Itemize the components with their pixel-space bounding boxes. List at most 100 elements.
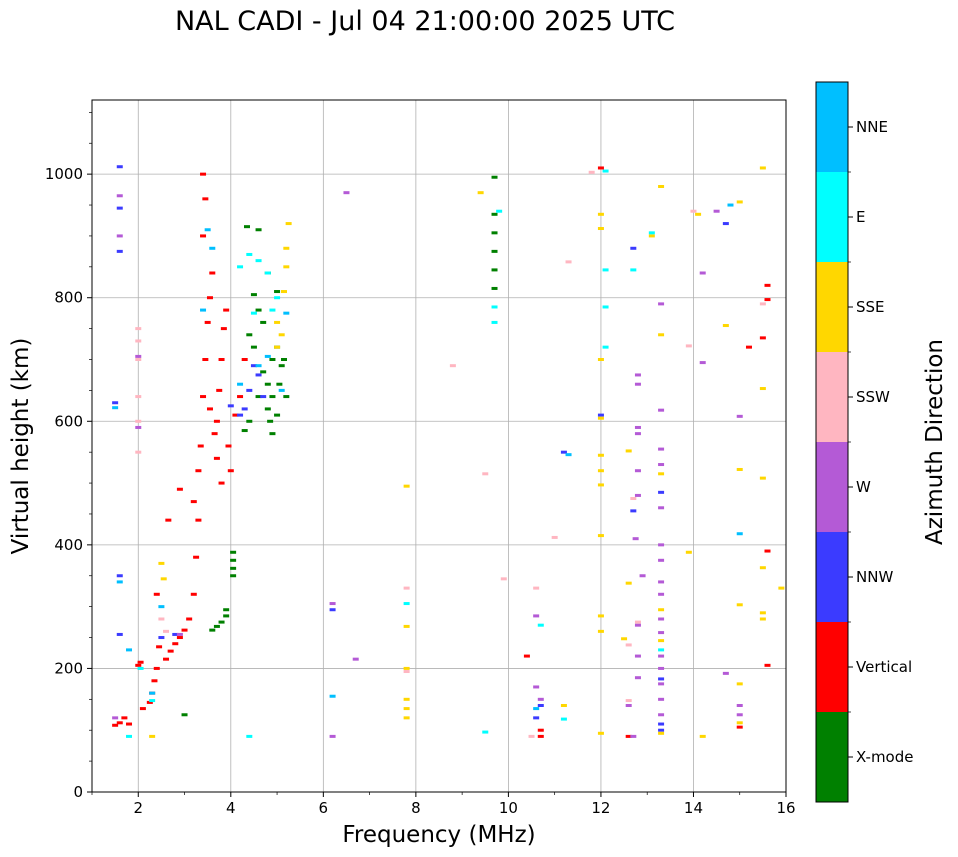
data-point	[537, 728, 544, 732]
data-point	[403, 666, 410, 670]
data-point	[597, 483, 604, 487]
data-point	[658, 543, 665, 547]
series-nnw	[112, 165, 729, 732]
data-point	[213, 419, 220, 423]
data-point	[135, 425, 142, 429]
colorbar-frame	[815, 81, 849, 803]
x-tick-label: 2	[133, 799, 143, 817]
data-point	[597, 212, 604, 216]
plot-frame	[91, 99, 787, 793]
data-point	[139, 707, 146, 711]
data-point	[116, 249, 123, 253]
chart-title: NAL CADI - Jul 04 21:00:00 2025 UTC	[174, 6, 676, 37]
data-point	[274, 320, 281, 324]
data-point	[204, 320, 211, 324]
data-point	[658, 677, 665, 681]
data-point	[736, 704, 743, 707]
data-point	[160, 577, 167, 581]
data-point	[658, 408, 665, 412]
data-point	[695, 212, 702, 216]
data-point	[329, 608, 336, 612]
data-point	[560, 704, 567, 707]
data-point	[736, 414, 743, 418]
colorbar-tick-label: SSW	[856, 388, 890, 406]
data-point	[630, 734, 637, 738]
data-point	[264, 271, 271, 275]
data-point	[597, 469, 604, 473]
series-w	[112, 191, 743, 738]
data-point	[533, 685, 540, 689]
data-point	[329, 602, 336, 606]
data-point	[116, 194, 123, 198]
data-point	[158, 605, 165, 609]
colorbar-swatch	[816, 172, 848, 262]
y-tick-label: 400	[54, 536, 83, 554]
data-point	[176, 636, 183, 640]
data-point	[491, 249, 498, 253]
data-point	[658, 713, 665, 717]
colorbar-swatch	[816, 82, 848, 172]
data-point	[211, 432, 218, 436]
data-point	[496, 209, 503, 213]
data-point	[267, 419, 274, 423]
data-point	[699, 361, 706, 365]
data-point	[246, 734, 253, 738]
data-point	[281, 290, 288, 294]
data-point	[658, 463, 665, 467]
data-point	[116, 632, 123, 636]
data-point	[759, 166, 766, 170]
data-point	[759, 476, 766, 480]
data-point	[153, 592, 160, 596]
data-point	[565, 453, 572, 457]
data-point	[482, 730, 489, 734]
data-point	[149, 691, 156, 695]
data-point	[634, 493, 641, 497]
data-point	[658, 631, 665, 635]
data-point	[213, 456, 220, 460]
colorbar-swatch	[816, 352, 848, 442]
data-point	[658, 592, 665, 596]
data-point	[639, 574, 646, 578]
x-tick-label: 12	[591, 799, 610, 817]
data-point	[241, 358, 248, 361]
x-tick-label: 10	[499, 799, 518, 817]
colorbar-tick-label: NNE	[856, 118, 888, 136]
data-point	[658, 728, 665, 732]
data-point	[126, 648, 133, 652]
data-point	[274, 296, 281, 300]
data-point	[491, 212, 498, 216]
data-point	[523, 654, 530, 658]
data-point	[597, 166, 604, 170]
data-point	[116, 165, 123, 169]
data-point	[602, 169, 609, 173]
data-point	[112, 401, 119, 405]
data-point	[197, 444, 204, 448]
data-point	[759, 302, 766, 306]
data-point	[634, 654, 641, 658]
data-point	[200, 395, 207, 399]
data-point	[151, 679, 158, 683]
data-point	[634, 432, 641, 436]
data-point	[625, 699, 632, 703]
data-point	[116, 574, 123, 578]
data-point	[135, 450, 142, 454]
data-point	[630, 268, 637, 272]
data-point	[202, 358, 209, 361]
data-point	[630, 509, 637, 513]
data-point	[597, 629, 604, 633]
x-tick-label: 6	[319, 799, 329, 817]
data-point	[699, 734, 706, 738]
data-point	[736, 713, 743, 717]
data-point	[690, 209, 697, 213]
data-point	[658, 682, 665, 686]
data-point	[135, 327, 142, 331]
colorbar-tick-label: Vertical	[856, 658, 912, 676]
colorbar-tick-label: W	[856, 478, 871, 496]
data-point	[634, 623, 641, 627]
data-point	[565, 260, 572, 264]
data-point	[597, 358, 604, 361]
data-point	[658, 558, 665, 562]
data-point	[281, 358, 288, 361]
data-point	[116, 234, 123, 238]
